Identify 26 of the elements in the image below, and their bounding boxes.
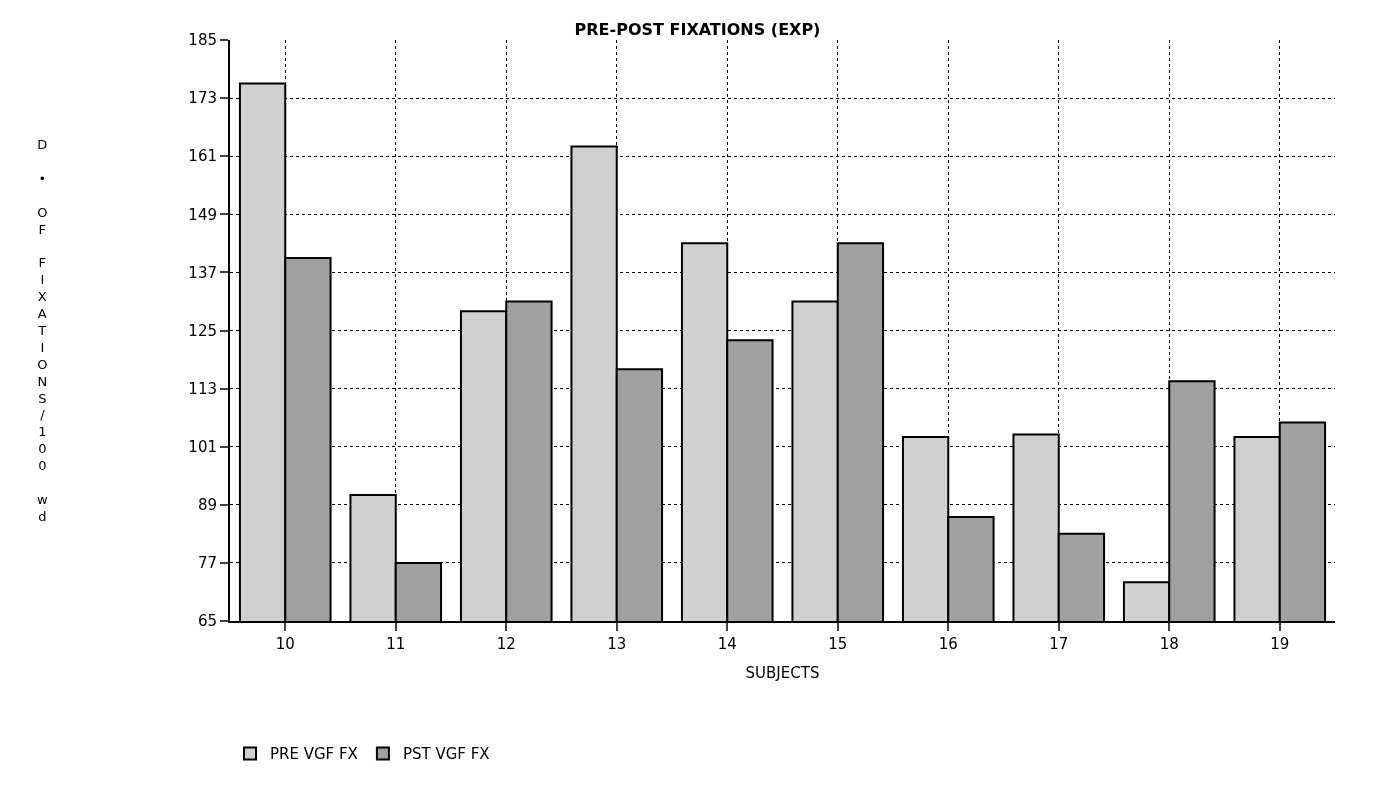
y-tick-label: 125 (188, 321, 217, 340)
x-tick-label: 11 (386, 635, 406, 653)
x-tick-label: 18 (1159, 635, 1179, 653)
x-tick-label: 16 (938, 635, 958, 653)
x-tick-label: 12 (496, 635, 516, 653)
text: D • OF FIXATIONS/100 wd (37, 137, 48, 524)
chart-title: PRE-POST FIXATIONS (EXP) (574, 19, 821, 39)
legend-label: PRE VGF FX (270, 745, 358, 764)
x-tick-label: 14 (717, 635, 737, 653)
x-tick-label: 10 (275, 635, 295, 653)
y-tick-label: 173 (188, 89, 217, 108)
x-tick-label: 17 (1049, 635, 1069, 653)
y-tick-label: 137 (188, 263, 217, 282)
x-tick-label: 19 (1270, 635, 1290, 653)
x-axis-title: SUBJECTS (745, 663, 820, 682)
legend-label: PST VGF FX (402, 745, 490, 764)
y-tick-label: 77 (197, 554, 217, 573)
x-tick-label: 13 (607, 635, 627, 653)
y-tick-label: 113 (188, 379, 217, 398)
y-tick-label: 161 (188, 147, 217, 166)
y-tick-label: 101 (188, 437, 217, 456)
y-tick-label: 89 (197, 496, 217, 515)
y-tick-label: 65 (197, 612, 217, 631)
x-tick-label: 15 (828, 635, 848, 653)
y-tick-label: 185 (188, 31, 217, 50)
y-tick-label: 149 (188, 205, 217, 224)
